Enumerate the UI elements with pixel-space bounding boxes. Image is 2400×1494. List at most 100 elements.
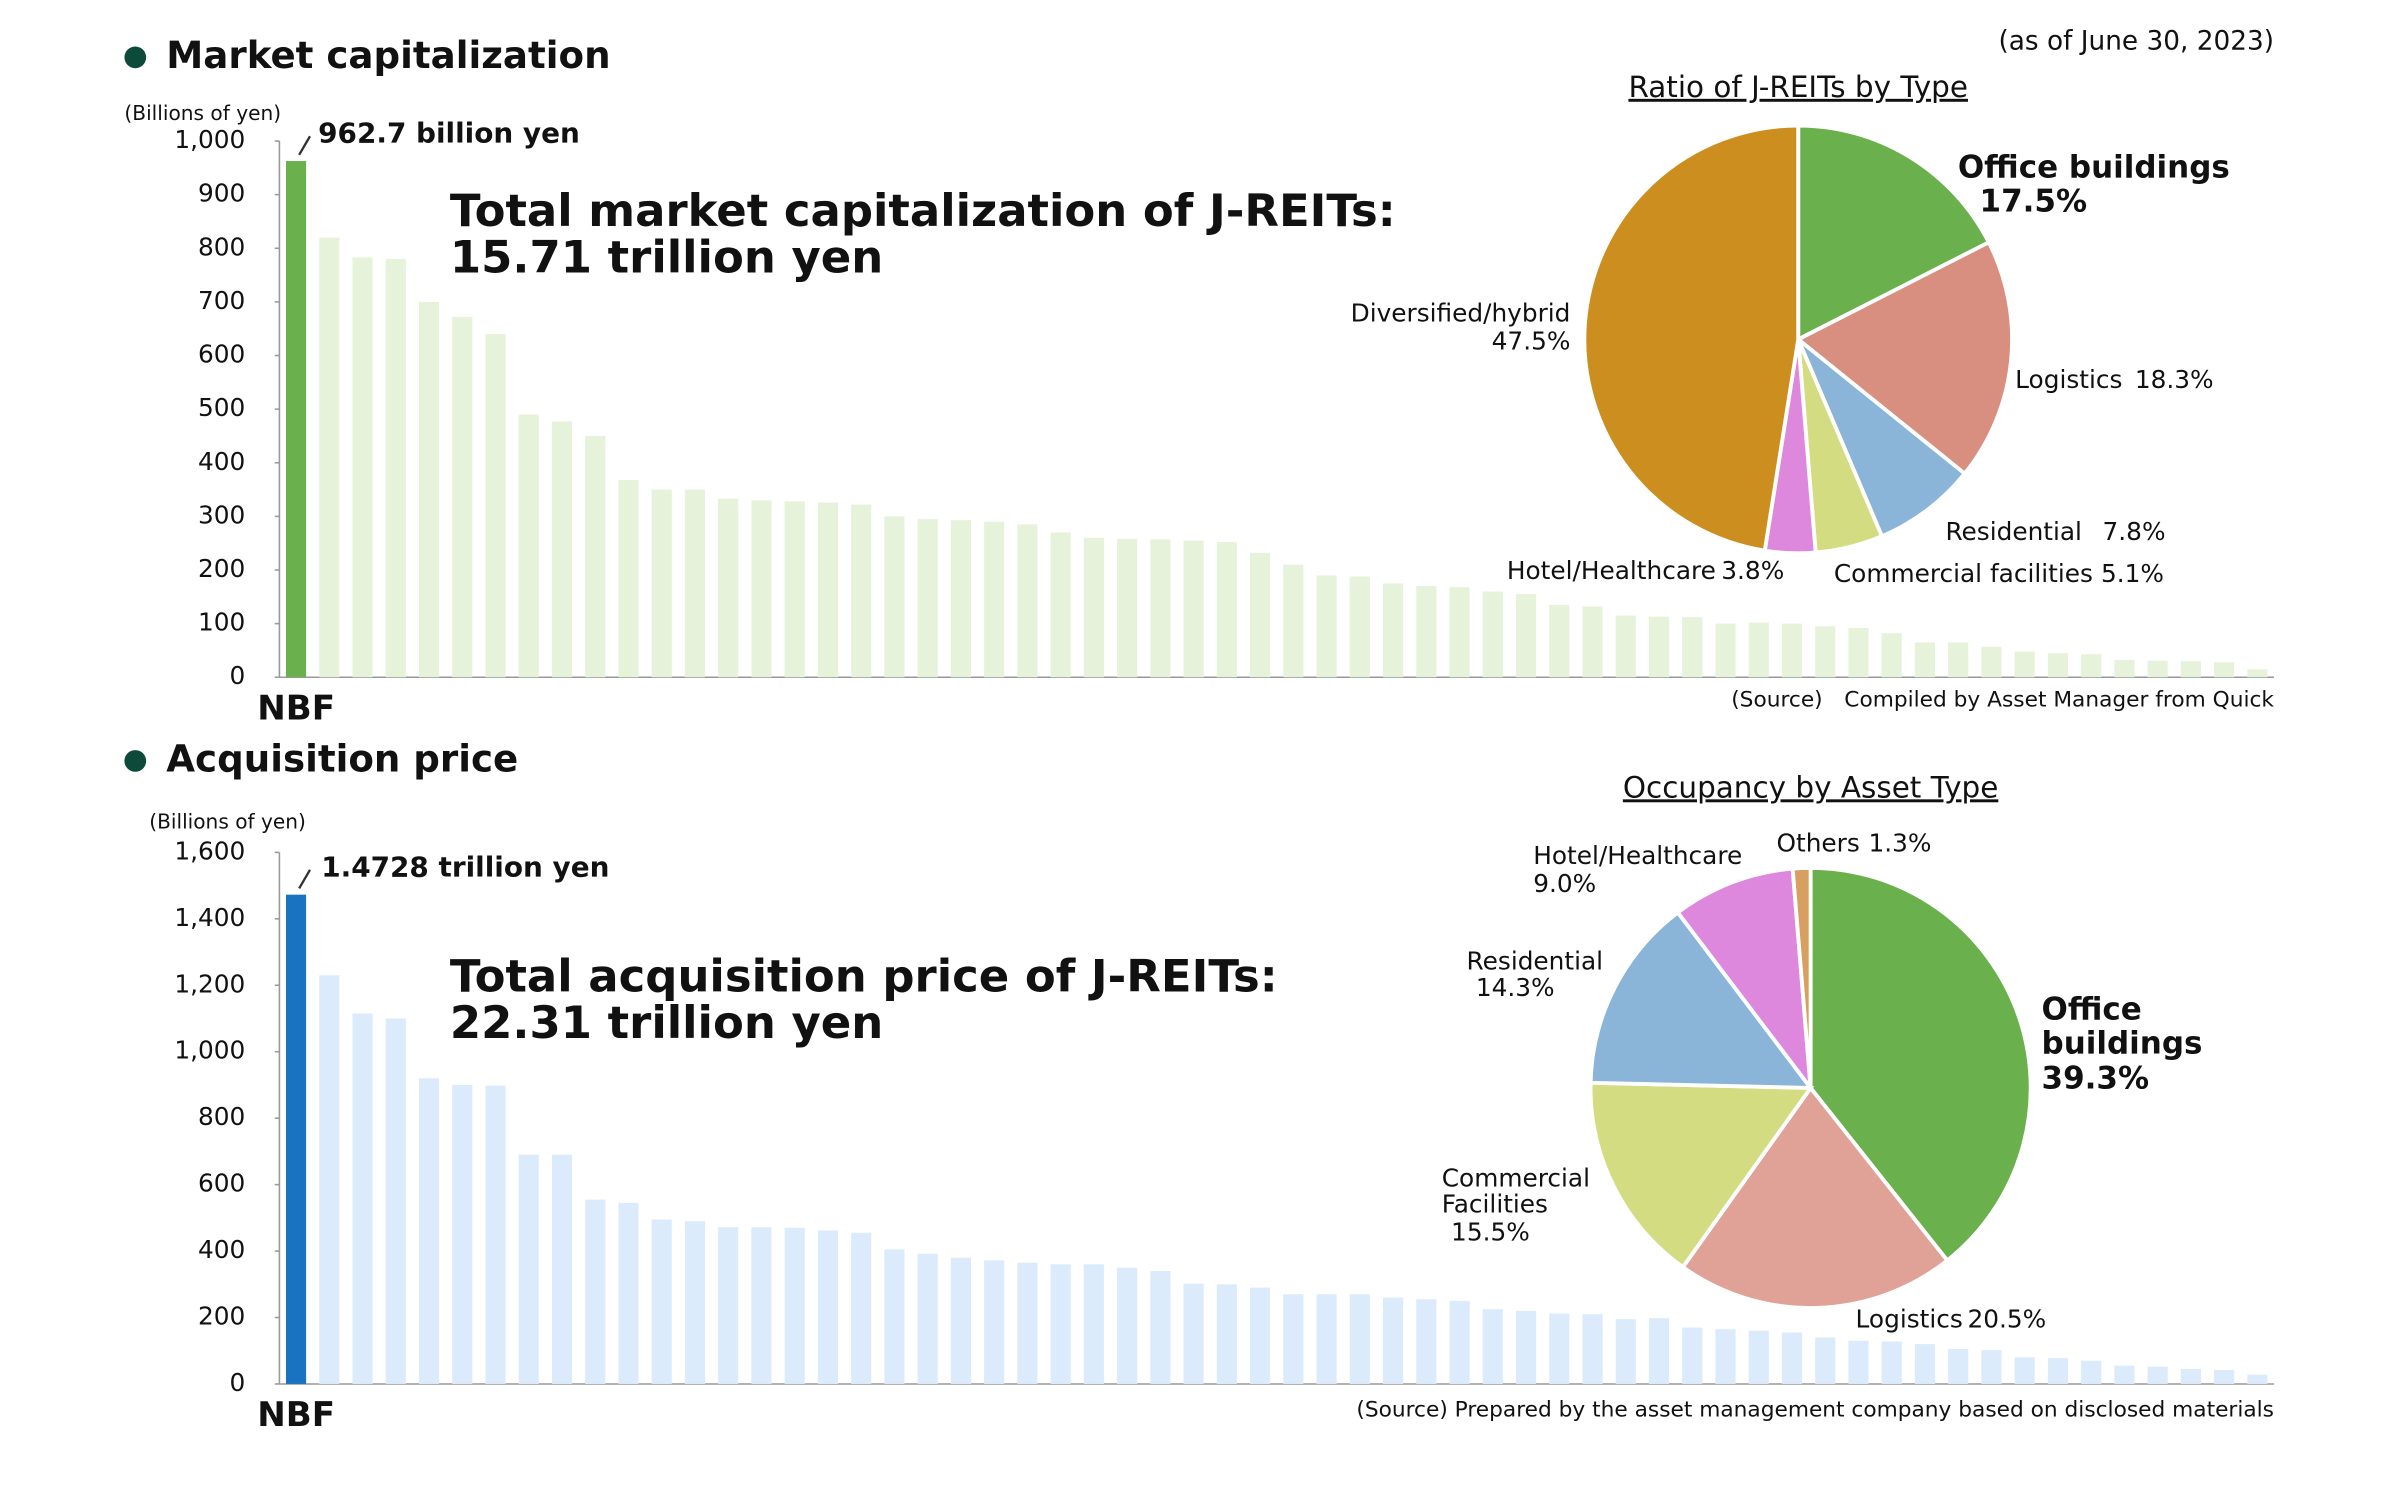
annotation: 15.71 trillion yen xyxy=(450,230,883,283)
bar xyxy=(884,1249,905,1384)
bar xyxy=(917,519,938,678)
bar xyxy=(1117,538,1138,678)
bar xyxy=(2114,660,2135,678)
bar xyxy=(1017,1262,1038,1384)
y-tick-label: 800 xyxy=(198,1102,245,1131)
bar xyxy=(884,516,905,678)
bar xyxy=(452,1084,473,1384)
bar xyxy=(518,1154,539,1384)
y-tick-label: 200 xyxy=(198,554,245,583)
bar xyxy=(917,1253,938,1384)
y-tick-label: 1,000 xyxy=(174,1036,245,1065)
label-leader xyxy=(298,869,311,890)
bar xyxy=(1914,1344,1936,1384)
title-bullet xyxy=(124,750,147,772)
slice-label: Others xyxy=(1777,829,1860,858)
bar xyxy=(1150,1271,1171,1384)
bar xyxy=(585,435,606,678)
bar xyxy=(2047,653,2068,678)
bar xyxy=(2047,1358,2068,1384)
bar xyxy=(319,237,340,678)
slice-label: Office buildings xyxy=(1958,149,2230,185)
bar xyxy=(817,1230,839,1384)
bar xyxy=(1117,1267,1138,1384)
y-tick-label: 500 xyxy=(198,393,245,422)
bar xyxy=(285,161,307,678)
bar xyxy=(1549,604,1570,678)
bar xyxy=(1283,1294,1304,1384)
bar xyxy=(1948,1349,1969,1384)
bar xyxy=(1881,633,1902,678)
slice-label: Diversified/hybrid xyxy=(1351,299,1571,328)
bar xyxy=(1815,626,1836,678)
bar xyxy=(751,500,772,678)
bar xyxy=(2147,660,2168,678)
pie-slice xyxy=(1588,909,1815,1090)
y-tick-label: 1,000 xyxy=(174,125,245,154)
bar xyxy=(1316,1294,1337,1384)
bar xyxy=(1615,1319,1636,1384)
y-tick-label: 900 xyxy=(198,179,245,208)
y-tick-label: 100 xyxy=(198,608,245,637)
bar xyxy=(1416,1299,1437,1384)
y-tick-label: 600 xyxy=(198,340,245,369)
bar xyxy=(1715,623,1736,678)
bar xyxy=(950,520,971,678)
pie-slice xyxy=(1588,1080,1815,1270)
pie-slice xyxy=(1796,337,1968,539)
bar xyxy=(1881,1341,1902,1384)
bar xyxy=(2214,662,2235,678)
pie-slice xyxy=(1808,865,2033,1264)
bar xyxy=(784,1227,805,1384)
bar xyxy=(1382,1297,1404,1384)
title-bullet xyxy=(124,46,147,69)
bar xyxy=(2014,1357,2035,1384)
label-leader xyxy=(298,135,311,156)
slice-value: 47.5% xyxy=(1492,327,1571,356)
y-tick-label: 700 xyxy=(198,286,245,315)
bar xyxy=(718,498,739,678)
bar xyxy=(1316,575,1337,678)
slice-label: Commercial Facilities xyxy=(1442,1163,1590,1218)
slice-label: Hotel/Healthcare xyxy=(1533,841,1742,870)
bar xyxy=(1848,627,1869,678)
bar xyxy=(1349,576,1370,678)
bar xyxy=(718,1227,739,1384)
bar xyxy=(1515,1310,1537,1384)
bar xyxy=(1083,1264,1104,1384)
bar xyxy=(485,1085,506,1384)
bar xyxy=(418,1078,440,1384)
bar xyxy=(1250,552,1271,678)
pie-slice xyxy=(1680,1084,1950,1310)
slice-value: 9.0% xyxy=(1533,869,1596,898)
bar xyxy=(1283,564,1304,678)
x-tick-label: NBF xyxy=(257,1395,335,1435)
slice-label: Logistics xyxy=(1856,1304,1963,1333)
bar xyxy=(784,501,805,678)
pie-slice xyxy=(1790,865,1813,1089)
slice-label: Commercial facilities xyxy=(1834,559,2093,588)
bar xyxy=(1515,594,1537,678)
y-tick-label: 300 xyxy=(198,500,245,529)
slice-label: Logistics xyxy=(2015,365,2122,394)
slice-label: Residential xyxy=(1467,946,1604,975)
bar xyxy=(751,1227,772,1384)
bar xyxy=(2247,1374,2268,1384)
y-tick-label: 1,600 xyxy=(174,836,245,865)
bar xyxy=(551,421,573,678)
bar xyxy=(1549,1313,1570,1384)
pie-slice xyxy=(1675,866,1814,1095)
slice-label: Residential xyxy=(1945,517,2082,546)
y-axis-label: (Billions of yen) xyxy=(124,101,281,125)
bar xyxy=(618,1202,639,1384)
bar xyxy=(1183,540,1204,678)
bar xyxy=(1682,617,1703,678)
slice-value: 17.5% xyxy=(1980,184,2087,220)
bar xyxy=(285,894,307,1384)
slice-value: 14.3% xyxy=(1476,973,1555,1002)
slice-value: 5.1% xyxy=(2101,559,2164,588)
bar xyxy=(1216,1284,1237,1384)
bar xyxy=(1582,606,1603,678)
bar xyxy=(684,1221,706,1384)
